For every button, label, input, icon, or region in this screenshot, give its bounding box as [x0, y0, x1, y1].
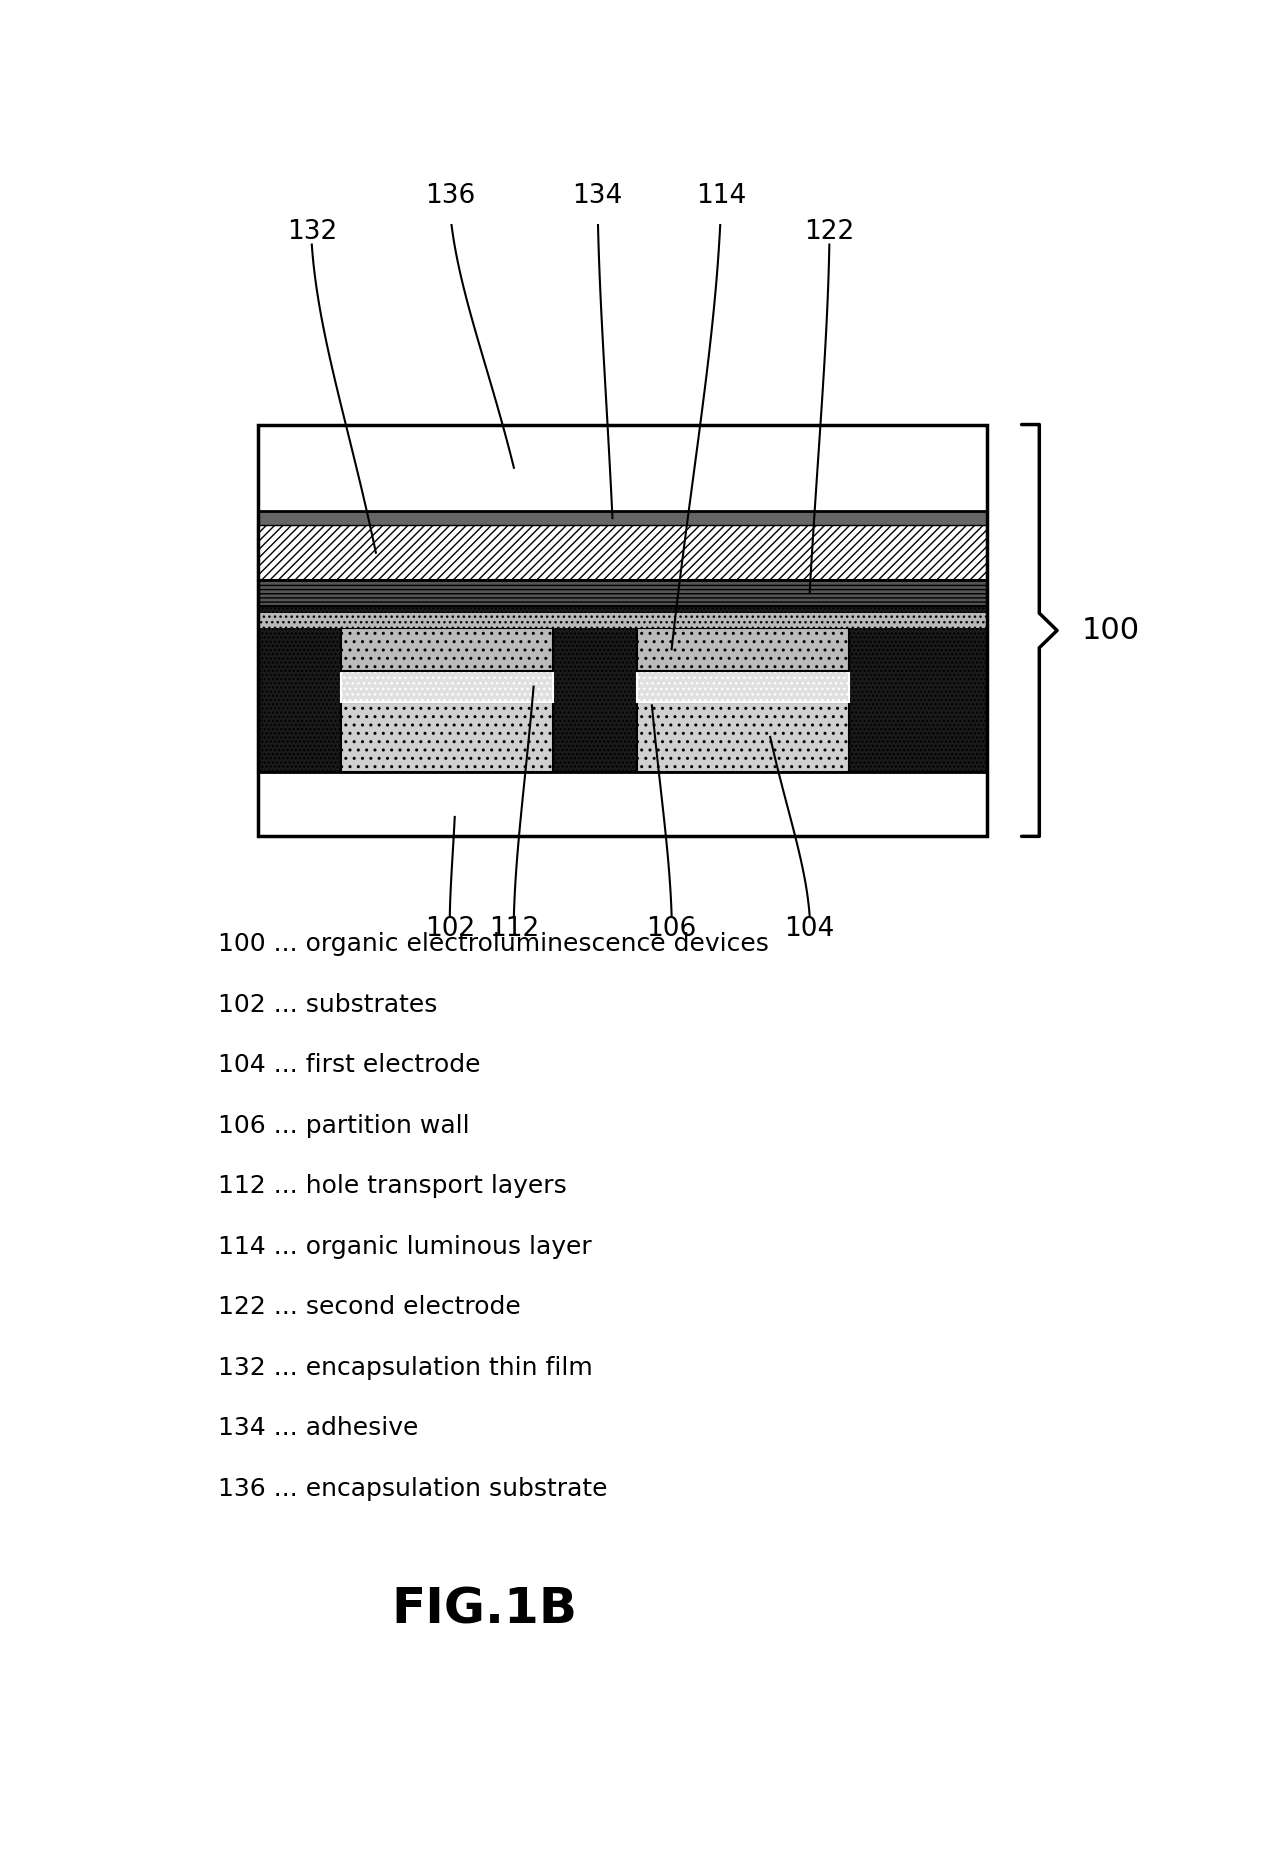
Text: 100 ... organic electroluminescence devices: 100 ... organic electroluminescence devi… [219, 933, 770, 956]
Text: 136: 136 [425, 183, 474, 209]
Text: 122 ... second electrode: 122 ... second electrode [219, 1296, 522, 1318]
Text: 122: 122 [804, 219, 855, 245]
Bar [341, 671, 553, 703]
Bar [257, 525, 987, 580]
Text: 104: 104 [785, 916, 834, 942]
Bar [257, 511, 987, 525]
Bar [341, 703, 553, 772]
Text: 112: 112 [488, 916, 539, 942]
Text: 134 ... adhesive: 134 ... adhesive [219, 1416, 418, 1440]
Bar [257, 580, 987, 606]
Text: FIG.1B: FIG.1B [392, 1586, 577, 1634]
Bar [257, 606, 987, 772]
Bar [257, 613, 987, 628]
Bar [637, 671, 850, 703]
Bar [637, 628, 850, 671]
Text: 136 ... encapsulation substrate: 136 ... encapsulation substrate [219, 1477, 608, 1500]
Text: 102: 102 [425, 916, 474, 942]
Text: 134: 134 [572, 183, 623, 209]
Text: 100: 100 [1081, 615, 1140, 645]
Text: 112 ... hole transport layers: 112 ... hole transport layers [219, 1174, 567, 1199]
Text: 106 ... partition wall: 106 ... partition wall [219, 1115, 469, 1137]
Text: 132 ... encapsulation thin film: 132 ... encapsulation thin film [219, 1356, 593, 1380]
Bar [257, 772, 987, 836]
Bar [637, 703, 850, 772]
Text: 114: 114 [696, 183, 747, 209]
Bar [257, 424, 987, 836]
Text: 102 ... substrates: 102 ... substrates [219, 993, 438, 1017]
Bar [257, 606, 987, 772]
Bar [341, 628, 553, 671]
Text: 132: 132 [286, 219, 337, 245]
Text: 104 ... first electrode: 104 ... first electrode [219, 1053, 481, 1077]
Bar [257, 424, 987, 511]
Text: 114 ... organic luminous layer: 114 ... organic luminous layer [219, 1234, 591, 1259]
Text: 106: 106 [646, 916, 697, 942]
